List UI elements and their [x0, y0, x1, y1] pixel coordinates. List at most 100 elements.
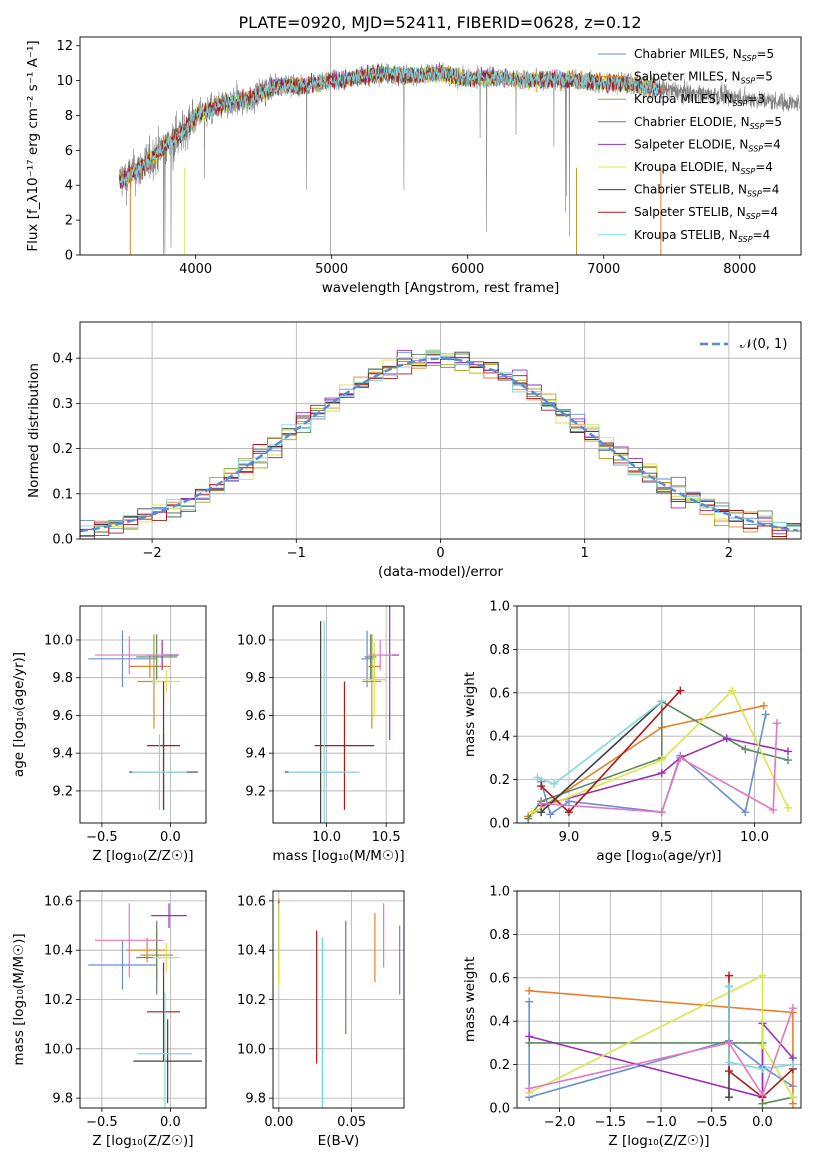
weight-vs-age-ticks: 9.0 9.5 10.0 0.0 0.2 0.4 0.6 0.8 1.0 [489, 600, 769, 846]
weight-vs-age-marker [722, 734, 731, 743]
weight-vs-Z-ylabel: mass weight [462, 957, 478, 1042]
mass-vs-Z-frame [79, 890, 207, 1109]
residuals-xtick-label: 0 [436, 546, 444, 561]
weight-vs-age-marker [550, 779, 559, 788]
weight-vs-age-ytick-label: 0.2 [489, 773, 510, 788]
spectrum-axes: 4000 5000 6000 7000 8000 0 2 4 6 8 10 12 wavelength … [25, 36, 802, 296]
weight-vs-Z-marker [724, 1067, 733, 1076]
weight-vs-Z-xtick-label: −0.5 [696, 1115, 728, 1130]
weight-vs-age-content [524, 686, 793, 823]
spectrum-xtick-label: 6000 [451, 262, 484, 277]
weight-vs-age-marker [657, 756, 666, 765]
weight-vs-Z-xtick-label: −2.0 [544, 1115, 576, 1130]
weight-vs-age-marker [741, 745, 750, 754]
weight-vs-age-xtick-label: 10.0 [740, 830, 769, 845]
mass-vs-ebv-ytick-label: 10.4 [237, 944, 266, 959]
spectrum-content [119, 37, 800, 255]
weight-vs-Z-marker [724, 971, 733, 980]
residuals-xlabel: (data-model)/error [378, 564, 504, 580]
weight-vs-age-marker [728, 686, 737, 695]
weight-vs-age-ytick-label: 0.4 [489, 730, 510, 745]
weight-vs-age-marker [759, 701, 768, 710]
weight-vs-Z-xlabel: Z [log₁₀(Z/Z☉)] [608, 1133, 709, 1149]
weight-vs-Z-xtick-label: 0.0 [752, 1115, 773, 1130]
weight-vs-Z-marker [525, 1032, 534, 1041]
weight-vs-Z-plot-area [517, 890, 801, 1109]
age-vs-mass-xtick-label: 10.5 [372, 830, 401, 845]
legend-label-3: Chabrier ELODIE, NSSP=5 [634, 115, 782, 131]
age-vs-mass-frame [272, 605, 405, 824]
weight-vs-age-xtick-label: 9.5 [651, 830, 672, 845]
residuals-axes: −2 −1 0 1 2 0.0 0.1 0.2 0.3 0.4 (data-model)/error… [26, 321, 802, 580]
weight-vs-age-axes: 9.0 9.5 10.0 0.0 0.2 0.4 0.6 0.8 1.0 age [log₁₀(a… [462, 600, 802, 864]
legend-normal-label: 𝒩(0, 1) [740, 337, 787, 352]
age-vs-mass-ticks: 10.0 10.5 9.2 9.4 9.6 9.8 10.0 [237, 633, 401, 845]
age-vs-Z-xtick-label: −0.5 [86, 830, 118, 845]
weight-vs-age-series-2 [527, 700, 789, 820]
weight-vs-age-ytick-label: 0.0 [489, 817, 510, 832]
weight-vs-age-marker [657, 808, 666, 817]
mass-vs-ebv-ytick-label: 9.8 [245, 1092, 266, 1107]
weight-vs-Z-ytick-label: 0.2 [489, 1058, 510, 1073]
mass-vs-ebv-frame [272, 890, 405, 1109]
legend-label-2: Kroupa MILES, NSSP=3 [634, 92, 765, 108]
weight-vs-age-marker [527, 808, 536, 817]
weight-vs-Z-marker [724, 1058, 733, 1067]
spectrum-ytick-label: 6 [65, 144, 73, 159]
spectrum-ytick-label: 12 [56, 39, 73, 54]
mass-vs-Z-ytick-label: 10.4 [44, 944, 73, 959]
residuals-ytick-label: 0.2 [52, 442, 73, 457]
series-model-6 [119, 65, 662, 185]
legend-label-4: Salpeter ELODIE, NSSP=4 [634, 137, 781, 153]
spectrum-xtick-label: 8000 [723, 262, 756, 277]
weight-vs-Z-marker [788, 1060, 797, 1069]
mass-vs-ebv-xtick-label: 0.00 [264, 1115, 293, 1130]
weight-vs-age-marker [537, 799, 546, 808]
weight-vs-Z-series-3 [528, 1021, 794, 1099]
residuals-xtick-label: −1 [287, 546, 306, 561]
mass-vs-ebv-ticks: 0.00 0.05 9.8 10.0 10.2 10.4 10.6 [237, 894, 366, 1130]
residuals-ticks: −2 −1 0 1 2 0.0 0.1 0.2 0.3 0.4 [52, 352, 733, 561]
residuals-ytick-label: 0.4 [52, 352, 73, 367]
weight-vs-Z-content [525, 971, 797, 1108]
spectrum-ytick-label: 4 [65, 179, 73, 194]
spectrum-ytick-label: 2 [65, 214, 73, 229]
spectrum-legend: Chabrier MILES, NSSP=5 Salpeter MILES, NS… [598, 47, 782, 244]
age-vs-mass-xtick-label: 10.0 [312, 830, 341, 845]
mass-vs-ebv-plot-area [273, 891, 404, 1108]
age-vs-mass-xlabel: mass [log₁₀(M/M☉)] [272, 848, 404, 864]
age-vs-mass-ytick-label: 9.2 [245, 784, 266, 799]
weight-vs-age-marker [537, 782, 546, 791]
age-vs-Z-ticks: −0.5 0.0 9.2 9.4 9.6 9.8 10.0 [44, 633, 181, 845]
age-vs-Z-xlabel: Z [log₁₀(Z/Z☉)] [92, 848, 193, 864]
age-vs-Z-ylabel: age [log₁₀(age/yr)] [11, 652, 27, 777]
weight-vs-Z-marker [525, 1084, 534, 1093]
spectrum-xtick-label: 5000 [315, 262, 348, 277]
weight-vs-age-marker [676, 686, 685, 695]
legend-label-8: Kroupa STELIB, NSSP=4 [634, 228, 770, 244]
spectrum-frame [79, 36, 802, 256]
age-vs-Z-ytick-label: 9.8 [52, 671, 73, 686]
mass-vs-Z-ticks: −0.5 0.0 9.8 10.0 10.2 10.4 10.6 [44, 894, 181, 1130]
weight-vs-age-marker [657, 769, 666, 778]
age-vs-mass-axes: 10.0 10.5 9.2 9.4 9.6 9.8 10.0 mass [log₁₀(M/M☉… [237, 605, 405, 864]
weight-vs-Z-xtick-label: −1.5 [595, 1115, 627, 1130]
weight-vs-Z-series-8 [529, 1007, 794, 1097]
weight-vs-Z-ticks: −2.0 −1.5 −1.0 −0.5 0.0 0.0 0.2 0.4 0.6 0.8 1.0 [489, 885, 772, 1131]
weight-vs-age-series-7 [537, 700, 663, 785]
mass-vs-Z-xtick-label: −0.5 [86, 1115, 118, 1130]
weight-vs-Z-marker [788, 1004, 797, 1013]
spectrum-ytick-label: 0 [65, 249, 73, 264]
mass-vs-ebv-axes: 0.00 0.05 9.8 10.0 10.2 10.4 10.6 E(B-V) [237, 890, 405, 1149]
weight-vs-age-xtick-label: 9.0 [559, 830, 580, 845]
age-vs-mass-content [284, 606, 400, 823]
weight-vs-Z-series-7 [728, 986, 794, 1070]
mass-vs-Z-axes: −0.5 0.0 9.8 10.0 10.2 10.4 10.6 Z [log₁₀(Z/Z☉)… [11, 890, 207, 1149]
weight-vs-age-series-3 [540, 737, 789, 807]
residuals-xtick-label: −2 [143, 546, 162, 561]
weight-vs-Z-marker [758, 971, 767, 980]
mass-vs-Z-ytick-label: 9.8 [52, 1092, 73, 1107]
weight-vs-age-ytick-label: 0.8 [489, 643, 510, 658]
mass-vs-Z-ytick-label: 10.6 [44, 894, 73, 909]
